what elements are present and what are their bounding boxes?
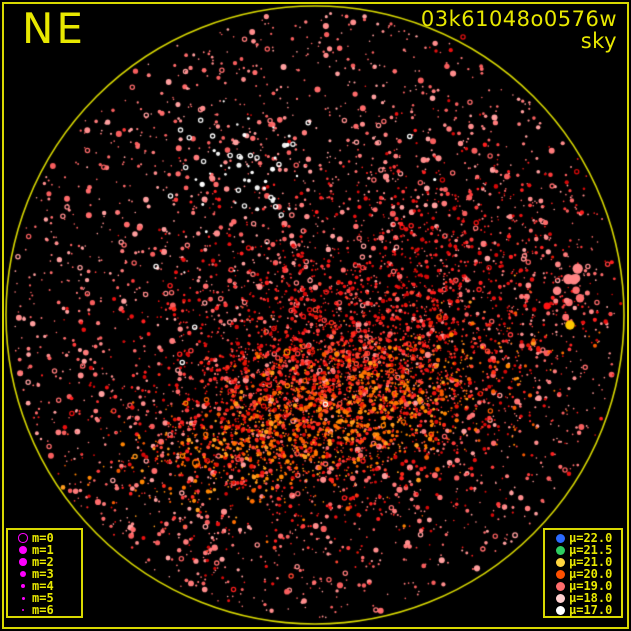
- legend-label: m=4: [32, 579, 54, 593]
- legend-dot-icon: [14, 545, 32, 555]
- legend-label: μ=19.0: [569, 579, 613, 593]
- magnitude-size-legend: m=0 m=1 m=2 m=3 m=4 m=5 m=6: [6, 528, 83, 618]
- legend-row: μ=20.0: [551, 568, 619, 580]
- legend-dot-icon: [551, 569, 569, 579]
- legend-row: m=5: [14, 592, 79, 604]
- legend-label: μ=18.0: [569, 591, 613, 605]
- plot-title: 03k61048o0576w: [420, 7, 617, 31]
- legend-dot-icon: [551, 545, 569, 555]
- legend-label: m=1: [32, 543, 54, 557]
- legend-dot-icon: [551, 533, 569, 543]
- legend-dot-icon: [14, 558, 32, 566]
- legend-row: μ=22.0: [551, 532, 619, 544]
- legend-label: μ=21.5: [569, 543, 613, 557]
- legend-dot-icon: [14, 533, 32, 543]
- legend-label: m=3: [32, 567, 54, 581]
- legend-label: μ=22.0: [569, 531, 613, 545]
- legend-dot-icon: [551, 557, 569, 567]
- legend-dot-icon: [551, 581, 569, 591]
- legend-dot-icon: [14, 571, 32, 577]
- legend-label: μ=21.0: [569, 555, 613, 569]
- legend-row: μ=21.5: [551, 544, 619, 556]
- legend-row: m=0: [14, 532, 79, 544]
- title-block: 03k61048o0576w sky: [421, 8, 617, 52]
- legend-row: μ=19.0: [551, 580, 619, 592]
- legend-label: m=0: [32, 531, 54, 545]
- legend-row: m=3: [14, 568, 79, 580]
- legend-label: m=6: [32, 603, 54, 617]
- legend-row: μ=18.0: [551, 592, 619, 604]
- legend-dot-icon: [14, 583, 32, 589]
- legend-row: μ=17.0: [551, 604, 619, 616]
- legend-dot-icon: [551, 605, 569, 615]
- legend-row: m=4: [14, 580, 79, 592]
- legend-label: μ=17.0: [569, 603, 613, 617]
- mu-color-legend: μ=22.0 μ=21.5 μ=21.0 μ=20.0 μ=19.0 μ=18.0 μ=17…: [543, 528, 623, 618]
- legend-dot-icon: [14, 596, 32, 600]
- plot-subtitle: sky: [580, 29, 617, 53]
- legend-label: m=5: [32, 591, 54, 605]
- orientation-label: NE: [22, 4, 86, 53]
- legend-label: μ=20.0: [569, 567, 613, 581]
- legend-row: m=1: [14, 544, 79, 556]
- legend-dot-icon: [551, 593, 569, 603]
- legend-dot-icon: [14, 609, 32, 611]
- legend-row: m=2: [14, 556, 79, 568]
- legend-row: m=6: [14, 604, 79, 616]
- legend-row: μ=21.0: [551, 556, 619, 568]
- legend-label: m=2: [32, 555, 54, 569]
